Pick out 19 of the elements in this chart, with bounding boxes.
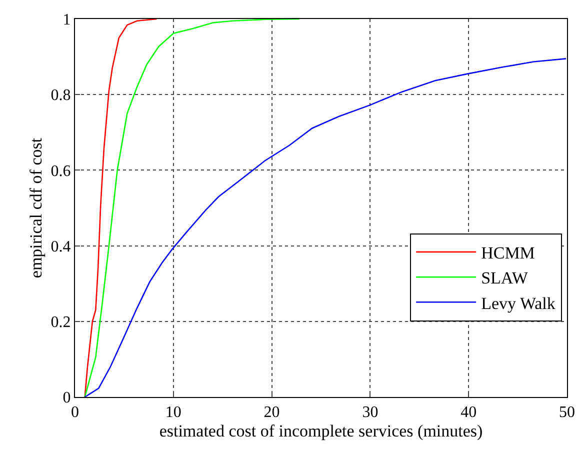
y-tick-label: 0.6 bbox=[50, 162, 71, 180]
legend-label: SLAW bbox=[481, 268, 529, 288]
x-tick-label: 40 bbox=[460, 404, 477, 422]
y-tick-label: 0.8 bbox=[50, 87, 71, 104]
x-axis-title: estimated cost of incomplete services (minutes) bbox=[159, 422, 483, 441]
x-tick-label: 20 bbox=[264, 404, 280, 422]
x-tick-label: 30 bbox=[362, 404, 378, 422]
y-tick-label: 0.4 bbox=[50, 238, 71, 256]
y-axis-title: empirical cdf of cost bbox=[26, 138, 46, 278]
line-series bbox=[84, 58, 567, 397]
legend-label: HCMM bbox=[481, 244, 535, 263]
line-series bbox=[84, 19, 158, 397]
line-series bbox=[84, 19, 300, 397]
y-tick-label: 0 bbox=[62, 390, 71, 407]
legend-label: Levy Walk bbox=[481, 294, 556, 313]
y-tick-label: 0.2 bbox=[50, 314, 71, 331]
x-tick-label: 50 bbox=[559, 404, 575, 422]
y-tick-label: 1 bbox=[62, 12, 71, 29]
x-tick-label: 10 bbox=[165, 404, 182, 422]
